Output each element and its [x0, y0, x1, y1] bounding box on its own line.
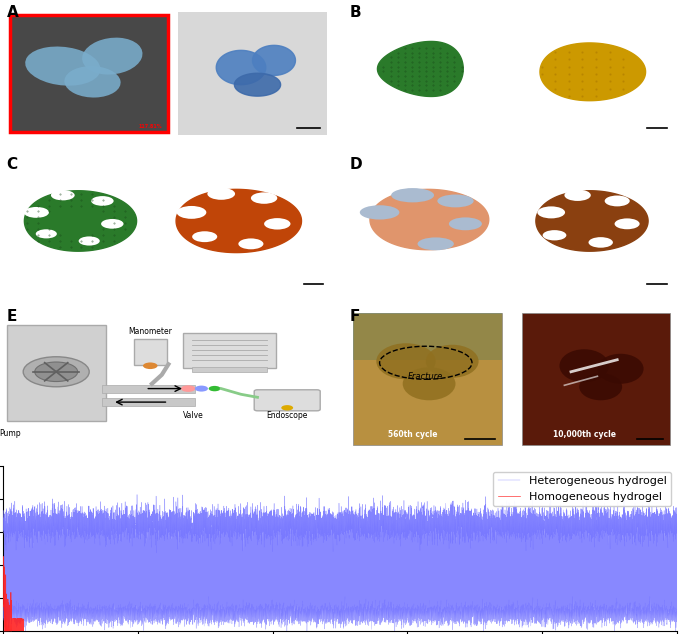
Circle shape: [588, 237, 613, 248]
Ellipse shape: [403, 367, 456, 400]
Homogeneous hydrogel: [1, 601, 9, 609]
FancyBboxPatch shape: [178, 12, 327, 135]
Circle shape: [605, 195, 630, 207]
Heterogeneous hydrogel: [39, 511, 48, 519]
Circle shape: [207, 188, 235, 200]
Text: Fracture: Fracture: [408, 372, 443, 381]
Homogeneous hydrogel: [11, 626, 19, 634]
Homogeneous hydrogel: [8, 617, 16, 624]
FancyBboxPatch shape: [353, 313, 502, 359]
Ellipse shape: [598, 354, 643, 384]
Text: A: A: [7, 4, 18, 20]
Heterogeneous hydrogel: [2, 532, 10, 540]
Circle shape: [264, 218, 290, 230]
Legend: Heterogeneous hydrogel, Homogeneous hydrogel: Heterogeneous hydrogel, Homogeneous hydr…: [493, 472, 671, 507]
Text: F: F: [350, 309, 360, 324]
Ellipse shape: [65, 66, 120, 98]
Heterogeneous hydrogel: [619, 486, 628, 493]
Ellipse shape: [579, 373, 622, 400]
Ellipse shape: [82, 37, 143, 75]
FancyBboxPatch shape: [10, 15, 169, 132]
FancyBboxPatch shape: [7, 325, 105, 422]
Circle shape: [209, 386, 220, 391]
Heterogeneous hydrogel: [0, 529, 7, 536]
Heterogeneous hydrogel: [152, 549, 160, 557]
Circle shape: [251, 192, 277, 204]
Heterogeneous hydrogel: [131, 518, 139, 526]
Circle shape: [282, 405, 293, 410]
Ellipse shape: [437, 195, 474, 207]
Polygon shape: [377, 41, 463, 96]
Homogeneous hydrogel: [20, 627, 28, 634]
Homogeneous hydrogel: [8, 619, 16, 627]
Circle shape: [192, 231, 217, 242]
Circle shape: [181, 385, 195, 392]
Text: 560th cycle: 560th cycle: [388, 430, 437, 439]
Heterogeneous hydrogel: [27, 514, 35, 521]
Circle shape: [194, 385, 208, 392]
Polygon shape: [252, 46, 295, 75]
Text: C: C: [7, 157, 18, 172]
Ellipse shape: [560, 349, 609, 382]
Polygon shape: [370, 190, 489, 250]
Text: Pump: Pump: [0, 429, 21, 438]
Line: Heterogeneous hydrogel: Heterogeneous hydrogel: [3, 489, 677, 553]
Heterogeneous hydrogel: [637, 527, 645, 535]
Text: D: D: [350, 157, 362, 172]
Polygon shape: [536, 191, 648, 251]
Ellipse shape: [25, 46, 101, 86]
Circle shape: [239, 238, 263, 249]
FancyBboxPatch shape: [103, 398, 194, 406]
Circle shape: [35, 362, 78, 382]
Circle shape: [23, 357, 89, 387]
FancyBboxPatch shape: [522, 313, 670, 445]
Circle shape: [143, 363, 158, 369]
Circle shape: [543, 230, 566, 240]
Text: 117.81%: 117.81%: [138, 124, 162, 129]
Text: 10,000th cycle: 10,000th cycle: [553, 430, 615, 439]
Text: Manometer: Manometer: [129, 327, 172, 336]
Ellipse shape: [376, 343, 436, 379]
Ellipse shape: [391, 188, 434, 202]
Text: Endoscope: Endoscope: [267, 411, 308, 420]
Ellipse shape: [418, 237, 454, 250]
FancyBboxPatch shape: [353, 313, 502, 445]
Circle shape: [177, 206, 206, 219]
Circle shape: [564, 190, 591, 201]
Circle shape: [36, 230, 57, 238]
Polygon shape: [176, 190, 301, 252]
FancyBboxPatch shape: [183, 333, 275, 368]
Ellipse shape: [449, 217, 482, 230]
Circle shape: [91, 196, 114, 206]
Ellipse shape: [426, 345, 479, 378]
FancyBboxPatch shape: [103, 385, 194, 393]
FancyBboxPatch shape: [254, 390, 320, 411]
Homogeneous hydrogel: [2, 612, 10, 620]
Polygon shape: [540, 43, 645, 101]
Circle shape: [79, 236, 100, 245]
FancyBboxPatch shape: [192, 367, 267, 372]
Text: Valve: Valve: [183, 411, 203, 420]
Circle shape: [537, 207, 565, 218]
Text: E: E: [7, 309, 17, 324]
Polygon shape: [216, 50, 266, 85]
Heterogeneous hydrogel: [673, 516, 680, 524]
Heterogeneous hydrogel: [328, 518, 337, 526]
Circle shape: [24, 207, 49, 218]
Homogeneous hydrogel: [1, 627, 10, 634]
Line: Homogeneous hydrogel: Homogeneous hydrogel: [3, 557, 24, 631]
Polygon shape: [24, 191, 137, 251]
Circle shape: [101, 219, 124, 229]
Ellipse shape: [360, 205, 399, 219]
Homogeneous hydrogel: [9, 626, 17, 634]
Polygon shape: [235, 74, 281, 96]
Circle shape: [615, 218, 640, 230]
Text: B: B: [350, 4, 362, 20]
Homogeneous hydrogel: [0, 553, 7, 560]
Circle shape: [51, 190, 75, 200]
FancyBboxPatch shape: [134, 339, 167, 365]
